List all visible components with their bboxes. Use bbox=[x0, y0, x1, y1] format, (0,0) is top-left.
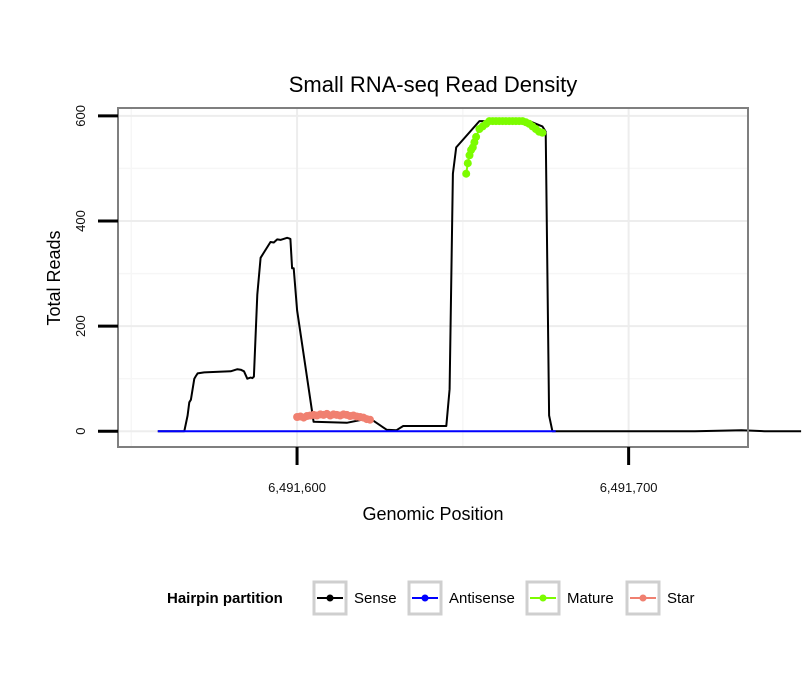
legend-label-mature: Mature bbox=[567, 590, 614, 607]
legend-key-point-mature bbox=[539, 594, 547, 602]
legend-label-antisense: Antisense bbox=[449, 590, 515, 607]
legend-key-point-antisense bbox=[421, 594, 429, 602]
plot-border bbox=[117, 107, 749, 448]
data-point-mature bbox=[472, 132, 481, 141]
y-tick-label: 0 bbox=[73, 428, 88, 435]
y-tick-label: 600 bbox=[73, 105, 88, 127]
plot-area: 0 200 400 600 6,491,600 6,491,700 bbox=[73, 105, 802, 495]
legend-key-point-sense bbox=[326, 594, 334, 602]
x-tick-label: 6,491,700 bbox=[600, 480, 658, 495]
x-axis-title: Genomic Position bbox=[362, 504, 503, 524]
chart-title: Small RNA-seq Read Density bbox=[289, 72, 578, 97]
legend-key-point-star bbox=[639, 594, 647, 602]
y-tick-label: 200 bbox=[73, 315, 88, 337]
x-tick-label: 6,491,600 bbox=[268, 480, 326, 495]
data-point-star bbox=[366, 415, 374, 424]
data-point-mature bbox=[463, 159, 472, 168]
series-line-sense bbox=[157, 120, 802, 433]
plot-background bbox=[118, 108, 748, 447]
data-point-mature bbox=[462, 169, 471, 178]
data-point-mature bbox=[538, 128, 547, 137]
y-axis-title: Total Reads bbox=[44, 230, 64, 325]
legend-label-star: Star bbox=[667, 590, 695, 607]
legend: Hairpin partition Sense Antisense Mature Sta… bbox=[167, 580, 695, 616]
legend-title: Hairpin partition bbox=[167, 590, 283, 607]
legend-label-sense: Sense bbox=[354, 590, 397, 607]
y-tick-label: 400 bbox=[73, 210, 88, 232]
